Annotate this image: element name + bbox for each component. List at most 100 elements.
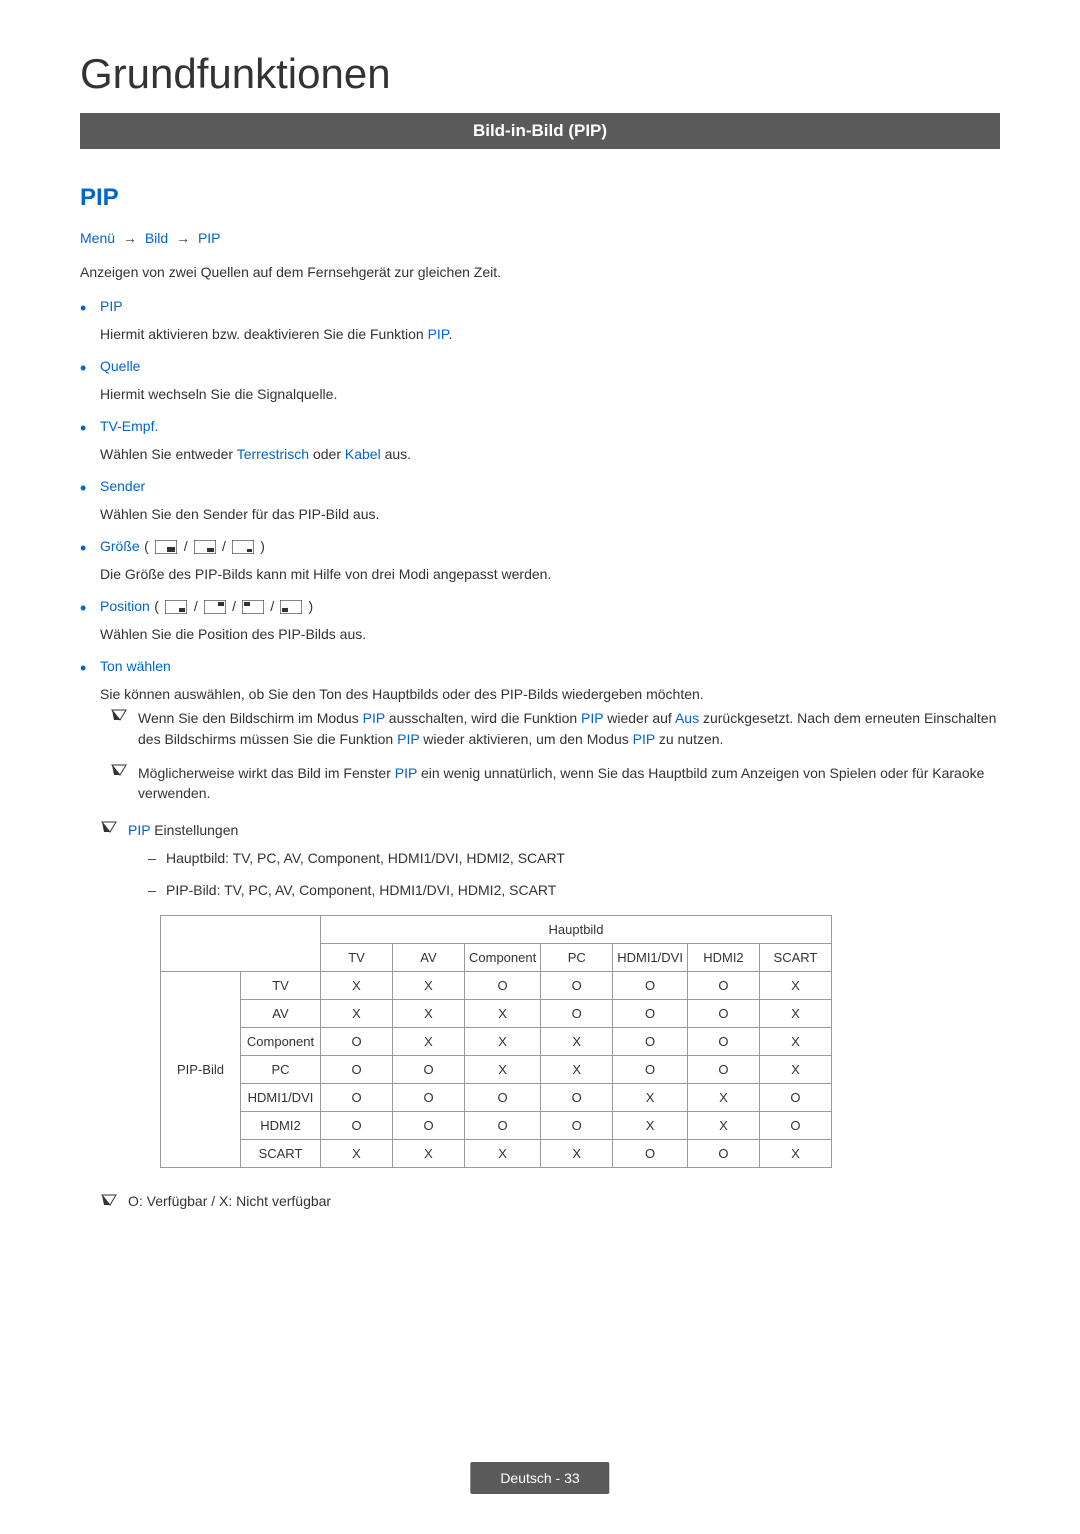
table-cell: X bbox=[393, 999, 465, 1027]
table-cell: X bbox=[687, 1083, 759, 1111]
table-cell: X bbox=[393, 1027, 465, 1055]
row-header: HDMI2 bbox=[241, 1111, 321, 1139]
table-row: SCART X X X X O O X bbox=[161, 1139, 832, 1167]
row-header: PC bbox=[241, 1055, 321, 1083]
feature-ton: Ton wählen Sie können auswählen, ob Sie … bbox=[100, 658, 1000, 803]
table-cell: O bbox=[465, 971, 541, 999]
notes-list: Wenn Sie den Bildschirm im Modus PIP aus… bbox=[100, 708, 1000, 803]
feature-position: Position ( / / / ) Wählen Sie die Positi… bbox=[100, 598, 1000, 642]
feature-title: Ton wählen bbox=[100, 658, 171, 674]
table-cell: X bbox=[541, 1027, 613, 1055]
table-row: AV X X X O O O X bbox=[161, 999, 832, 1027]
row-header: Component bbox=[241, 1027, 321, 1055]
table-cell: O bbox=[321, 1083, 393, 1111]
pip-settings-note: PIP Einstellungen Hauptbild: TV, PC, AV,… bbox=[100, 820, 1000, 901]
table-cell: O bbox=[613, 1027, 688, 1055]
table-header-top: Hauptbild bbox=[321, 915, 832, 943]
feature-title: Quelle bbox=[100, 358, 140, 374]
compatibility-table: Hauptbild TV AV Component PC HDMI1/DVI H… bbox=[160, 915, 832, 1168]
arrow-icon: → bbox=[123, 230, 137, 246]
col-header: PC bbox=[541, 943, 613, 971]
table-cell: O bbox=[759, 1111, 831, 1139]
feature-title: TV-Empf. bbox=[100, 418, 158, 434]
feature-desc: Sie können auswählen, ob Sie den Ton des… bbox=[100, 686, 1000, 702]
table-cell: O bbox=[465, 1083, 541, 1111]
arrow-icon: → bbox=[176, 230, 190, 246]
row-header: SCART bbox=[241, 1139, 321, 1167]
table-cell: O bbox=[321, 1111, 393, 1139]
feature-title: PIP bbox=[100, 298, 123, 314]
table-cell: X bbox=[321, 999, 393, 1027]
note-item: Wenn Sie den Bildschirm im Modus PIP aus… bbox=[110, 708, 1000, 749]
feature-desc: Hiermit aktivieren bzw. deaktivieren Sie… bbox=[100, 326, 1000, 342]
row-header: HDMI1/DVI bbox=[241, 1083, 321, 1111]
feature-desc: Hiermit wechseln Sie die Signalquelle. bbox=[100, 386, 1000, 402]
section-heading: PIP bbox=[80, 184, 1000, 212]
section-banner: Bild-in-Bild (PIP) bbox=[80, 113, 1000, 149]
note-icon bbox=[110, 763, 128, 777]
table-cell: X bbox=[465, 1139, 541, 1167]
table-cell: X bbox=[321, 1139, 393, 1167]
table-row: Component O X X X O O X bbox=[161, 1027, 832, 1055]
table-cell: X bbox=[393, 971, 465, 999]
table-legend: O: Verfügbar / X: Nicht verfügbar bbox=[80, 1193, 1000, 1209]
col-header: HDMI2 bbox=[687, 943, 759, 971]
col-header: AV bbox=[393, 943, 465, 971]
breadcrumb-bild: Bild bbox=[145, 230, 168, 246]
intro-text: Anzeigen von zwei Quellen auf dem Fernse… bbox=[80, 264, 1000, 280]
breadcrumb-menu: Menü bbox=[80, 230, 115, 246]
table-corner bbox=[161, 915, 321, 971]
table-cell: O bbox=[465, 1111, 541, 1139]
table-cell: X bbox=[541, 1139, 613, 1167]
table-row: HDMI1/DVI O O O O X X O bbox=[161, 1083, 832, 1111]
sub-note: Hauptbild: TV, PC, AV, Component, HDMI1/… bbox=[166, 848, 1000, 868]
table-cell: O bbox=[687, 1027, 759, 1055]
pos-icon-br bbox=[165, 600, 187, 614]
row-header: TV bbox=[241, 971, 321, 999]
table-cell: O bbox=[687, 1055, 759, 1083]
size-icon-1 bbox=[155, 540, 177, 554]
table-cell: X bbox=[541, 1055, 613, 1083]
table-cell: O bbox=[321, 1027, 393, 1055]
position-icons: / / / bbox=[163, 598, 304, 616]
feature-title: Sender bbox=[100, 478, 145, 494]
table-cell: O bbox=[321, 1055, 393, 1083]
size-icon-2 bbox=[194, 540, 216, 554]
table-cell: X bbox=[613, 1111, 688, 1139]
feature-groesse: Größe ( / / ) Die Größe des PIP-Bilds ka… bbox=[100, 538, 1000, 582]
table-row: HDMI2 O O O O X X O bbox=[161, 1111, 832, 1139]
size-icons: / / bbox=[153, 538, 255, 556]
page-footer: Deutsch - 33 bbox=[470, 1462, 609, 1494]
feature-sender: Sender Wählen Sie den Sender für das PIP… bbox=[100, 478, 1000, 522]
sub-notes: Hauptbild: TV, PC, AV, Component, HDMI1/… bbox=[128, 848, 1000, 901]
table-cell: O bbox=[759, 1083, 831, 1111]
table-cell: O bbox=[613, 1139, 688, 1167]
table-cell: O bbox=[613, 999, 688, 1027]
feature-list: PIP Hiermit aktivieren bzw. deaktivieren… bbox=[80, 298, 1000, 804]
table-cell: O bbox=[393, 1055, 465, 1083]
sub-note: PIP-Bild: TV, PC, AV, Component, HDMI1/D… bbox=[166, 880, 1000, 900]
feature-pip: PIP Hiermit aktivieren bzw. deaktivieren… bbox=[100, 298, 1000, 342]
col-header: SCART bbox=[759, 943, 831, 971]
table-cell: X bbox=[759, 999, 831, 1027]
table-cell: O bbox=[541, 1111, 613, 1139]
feature-desc: Wählen Sie die Position des PIP-Bilds au… bbox=[100, 626, 1000, 642]
table-row: PIP-Bild TV X X O O O O X bbox=[161, 971, 832, 999]
table-cell: X bbox=[465, 999, 541, 1027]
note-icon bbox=[100, 1193, 118, 1207]
col-header: HDMI1/DVI bbox=[613, 943, 688, 971]
table-cell: X bbox=[759, 1027, 831, 1055]
table-cell: O bbox=[541, 1083, 613, 1111]
breadcrumb-pip: PIP bbox=[198, 230, 221, 246]
table-cell: X bbox=[613, 1083, 688, 1111]
table-cell: X bbox=[759, 971, 831, 999]
row-header: AV bbox=[241, 999, 321, 1027]
feature-desc: Wählen Sie entweder Terrestrisch oder Ka… bbox=[100, 446, 1000, 462]
table-cell: O bbox=[687, 1139, 759, 1167]
table-cell: X bbox=[759, 1055, 831, 1083]
table-cell: O bbox=[613, 971, 688, 999]
breadcrumb: Menü → Bild → PIP bbox=[80, 230, 1000, 246]
col-header: TV bbox=[321, 943, 393, 971]
pos-icon-tr bbox=[204, 600, 226, 614]
table-cell: O bbox=[393, 1083, 465, 1111]
